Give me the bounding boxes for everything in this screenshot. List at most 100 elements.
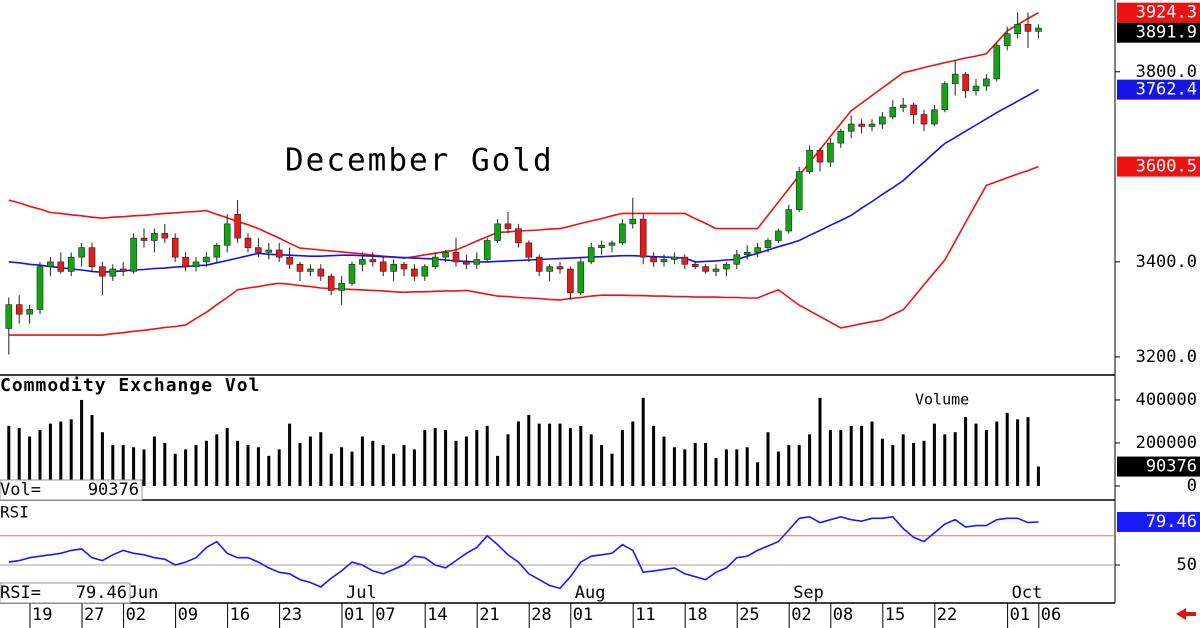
candle-body (213, 244, 221, 258)
volume-bar (381, 445, 385, 486)
candle-body (286, 256, 293, 265)
candle-body (619, 223, 626, 244)
candle-body (910, 104, 917, 115)
candle-body (327, 275, 335, 291)
y-tick-label: 3800.0 (1136, 62, 1197, 82)
readout-box (0, 479, 143, 501)
candle-body (879, 116, 886, 125)
candle-body (234, 214, 241, 239)
volume-bar (631, 421, 635, 486)
volume-bar (568, 427, 572, 486)
volume-bar (48, 423, 52, 486)
candle-body (827, 142, 834, 163)
volume-bar (620, 430, 624, 486)
x-tick-label: 01 (344, 605, 364, 625)
volume-bar (464, 436, 468, 486)
x-tick-label: 07 (375, 605, 395, 625)
volume-bar (496, 455, 500, 486)
x-tick-label: 22 (937, 605, 957, 625)
candle-body (764, 240, 772, 248)
volume-bar (745, 447, 749, 486)
volume-bar (267, 455, 271, 486)
volume-bar (506, 434, 510, 486)
x-tick-label: 01 (1010, 605, 1030, 625)
candle-body (36, 266, 44, 310)
volume-bar (225, 427, 229, 486)
candle-body (920, 114, 928, 125)
candle-body (525, 242, 533, 258)
candle-body (608, 242, 616, 246)
volume-bar (641, 397, 645, 486)
volume-bar (454, 440, 458, 486)
volume-bar (860, 425, 864, 486)
volume-bar (1005, 412, 1009, 486)
candle-body (972, 85, 980, 92)
candle-body (1003, 33, 1011, 46)
y-tick-label: 3400.0 (1136, 252, 1197, 272)
candle-body (379, 261, 387, 272)
candle-body (931, 109, 938, 125)
volume-bar (714, 458, 718, 486)
volume-bar (943, 434, 947, 486)
candle-body (171, 237, 179, 258)
candle-body (452, 252, 460, 263)
candle-body (442, 252, 449, 258)
band-line (8, 165, 1039, 336)
volume-bar (412, 449, 416, 486)
candle-body (151, 233, 158, 241)
volume-bar (610, 453, 614, 486)
candle-body (598, 244, 605, 248)
candle-body (473, 259, 481, 265)
volume-bar (724, 449, 728, 486)
candle-body (26, 309, 33, 315)
month-label: Sep (793, 583, 824, 603)
x-tick-label: 27 (84, 605, 104, 625)
candle-body (275, 249, 283, 258)
x-tick-label: 08 (833, 605, 853, 625)
candle-body (119, 268, 127, 272)
candle-body (15, 304, 23, 315)
candle-body (639, 218, 647, 258)
x-tick-label: 01 (573, 605, 593, 625)
volume-bar (194, 445, 198, 486)
volume-bar (558, 423, 562, 486)
candle-body (889, 107, 897, 118)
candle-body (743, 252, 751, 256)
candle-body (556, 266, 564, 270)
value-tag (1117, 511, 1200, 532)
value-tag (1117, 456, 1200, 477)
candle-body (99, 266, 106, 277)
value-tag-label: 3924.3 (1136, 3, 1197, 23)
x-tick-label: 02 (126, 605, 146, 625)
readout-value: 90376 (88, 480, 139, 500)
volume-bar (371, 440, 375, 486)
candle-body (463, 261, 470, 265)
volume-bar (1036, 466, 1040, 486)
candle-body (816, 149, 824, 163)
candle-body (567, 268, 574, 294)
candle-body (577, 261, 585, 294)
candle-body (411, 268, 418, 277)
candle-body (431, 256, 439, 267)
value-tag (1117, 79, 1200, 100)
candle-body (795, 171, 803, 210)
candle-body (317, 268, 325, 277)
volume-bar (776, 451, 780, 486)
value-tag-label: 3891.9 (1136, 23, 1197, 43)
volume-bar (839, 430, 843, 486)
volume-bar (589, 434, 593, 486)
candle-body (671, 256, 678, 260)
candle-body (192, 261, 200, 267)
month-label: Oct (1012, 583, 1043, 603)
volume-bar (735, 449, 739, 486)
volume-bar (163, 442, 167, 486)
candle-body (88, 247, 96, 267)
candle-body (785, 209, 793, 232)
candle-body (182, 256, 189, 267)
volume-bar (953, 432, 957, 486)
panel-label: Volume (915, 391, 969, 409)
candle-body (1035, 27, 1042, 32)
volume-bar (80, 399, 84, 486)
panel-title: Commodity Exchange Vol (0, 375, 260, 396)
